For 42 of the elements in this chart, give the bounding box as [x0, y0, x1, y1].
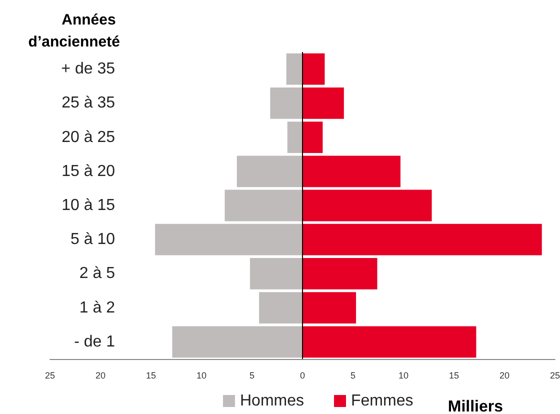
bar [302, 326, 476, 358]
legend-label: Femmes [351, 392, 414, 410]
x-tick-label: 10 [196, 370, 207, 380]
bar [302, 258, 378, 290]
bar [302, 53, 325, 85]
x-tick-label: 10 [398, 370, 409, 380]
y-tick-label: - de 1 [74, 333, 116, 350]
legend-label: Hommes [240, 392, 304, 410]
bar [155, 224, 302, 256]
bar [172, 326, 302, 358]
bar [236, 156, 302, 188]
y-tick-label: 25 à 35 [62, 94, 116, 112]
y-tick-label: 5 à 10 [70, 231, 116, 248]
bar [224, 190, 302, 222]
bar [302, 156, 400, 188]
bar [286, 53, 302, 85]
x-tick-label: 5 [350, 370, 356, 380]
y-axis-title: Années d’ancienneté [28, 12, 120, 50]
bar [302, 190, 432, 222]
bar [259, 292, 302, 324]
bar [302, 292, 356, 324]
x-tick-label: 0 [300, 370, 306, 380]
x-tick-label: 25 [550, 370, 560, 380]
x-tick-label: 15 [448, 370, 460, 380]
bar [287, 122, 302, 153]
x-tick-label: 15 [146, 370, 156, 380]
y-tick-label: 15 à 20 [62, 162, 116, 180]
bar [302, 224, 542, 256]
x-tick-label: 25 [44, 370, 56, 380]
y-tick-label: 20 à 25 [62, 128, 116, 146]
y-tick-label: + de 35 [61, 60, 116, 78]
bar [302, 122, 323, 153]
y-tick-label: 1 à 2 [79, 299, 116, 316]
bar [302, 87, 344, 119]
x-tick-label: 5 [249, 370, 255, 380]
x-tick-label: 20 [95, 370, 106, 380]
bar [250, 258, 302, 290]
bar [270, 87, 302, 119]
x-tick-label: 20 [499, 370, 510, 380]
x-axis-title: Milliers [448, 398, 504, 414]
y-tick-label: 10 à 15 [62, 197, 116, 214]
y-tick-label: 2 à 5 [79, 265, 116, 282]
